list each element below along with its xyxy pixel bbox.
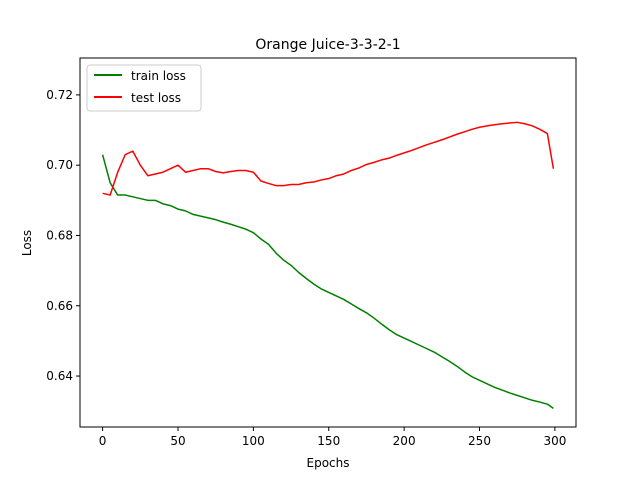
x-tick-label: 0 — [99, 434, 107, 448]
series-layer — [101, 121, 555, 409]
legend-box — [86, 64, 202, 112]
chart-title: Orange Juice-3-3-2-1 — [255, 37, 400, 53]
x-tick-label: 100 — [242, 434, 265, 448]
plot-frame — [79, 57, 577, 428]
x-tick-label: 250 — [468, 434, 491, 448]
x-axis: 0 50 100 150 200 250 300 — [99, 427, 566, 448]
y-tick-label: 0.66 — [46, 299, 73, 313]
x-tick-label: 50 — [170, 434, 185, 448]
y-axis-label: Loss — [20, 230, 34, 256]
y-tick-label: 0.70 — [46, 158, 73, 172]
x-tick-label: 300 — [543, 434, 566, 448]
series-line-train-loss — [101, 154, 554, 409]
y-tick-label: 0.68 — [46, 228, 73, 242]
x-axis-label: Epochs — [307, 456, 350, 470]
x-tick-label: 200 — [393, 434, 416, 448]
y-axis: 0.64 0.66 0.68 0.70 0.72 — [46, 88, 80, 383]
y-tick-label: 0.64 — [46, 369, 73, 383]
series-line-test-loss — [102, 121, 555, 196]
legend: train loss test loss — [86, 64, 202, 112]
x-tick-label: 150 — [317, 434, 340, 448]
legend-label-test-loss: test loss — [131, 91, 181, 105]
legend-label-train-loss: train loss — [131, 69, 186, 83]
y-tick-label: 0.72 — [46, 88, 73, 102]
